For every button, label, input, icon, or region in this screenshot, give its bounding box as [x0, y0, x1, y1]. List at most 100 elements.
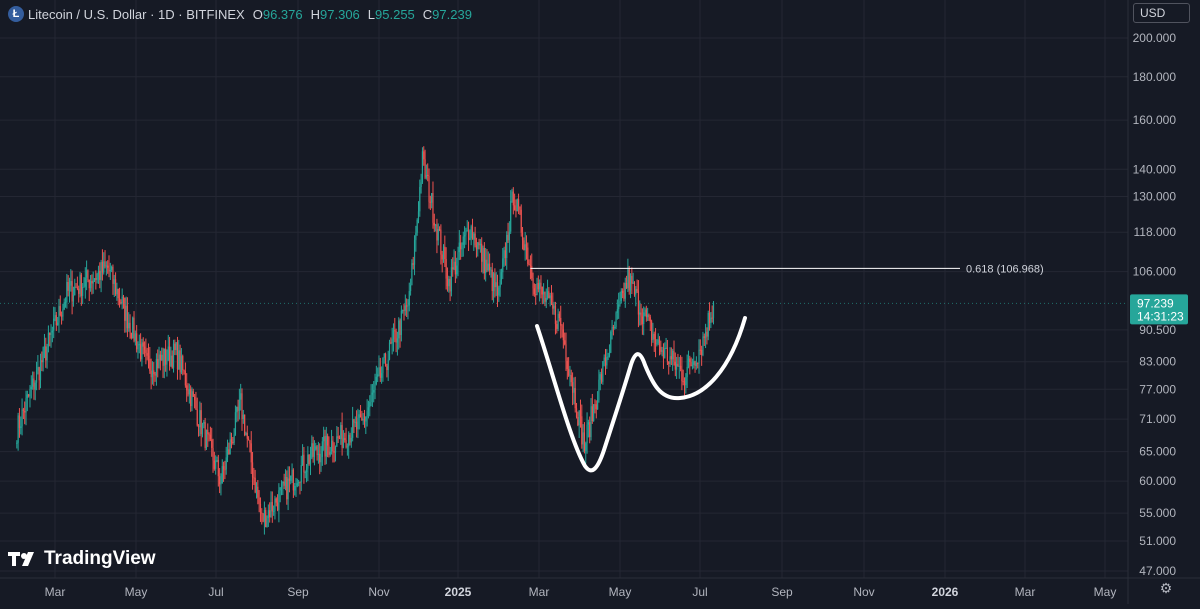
- candle-body: [146, 353, 148, 356]
- candle-body: [628, 269, 630, 291]
- candle-body: [38, 367, 40, 381]
- price-countdown: 14:31:23: [1137, 309, 1184, 323]
- candle-body: [18, 415, 21, 428]
- gear-icon[interactable]: ⚙: [1159, 580, 1173, 596]
- candle-body: [664, 347, 666, 359]
- time-axis-label: May: [125, 585, 148, 599]
- candle-body: [298, 482, 300, 484]
- candle-body: [381, 373, 383, 378]
- candle-body: [96, 273, 98, 280]
- candle-body: [570, 375, 572, 383]
- candle-body: [319, 453, 321, 463]
- candle-body: [442, 246, 445, 260]
- candle-body: [261, 512, 263, 514]
- current-price-value: 97.239: [1137, 296, 1174, 310]
- candle-body: [345, 439, 347, 448]
- candle-body: [627, 269, 629, 289]
- candle-body: [309, 457, 312, 465]
- candle-body: [145, 349, 147, 354]
- candle-body: [350, 437, 352, 443]
- candle-body: [43, 346, 46, 348]
- candle-body: [536, 283, 538, 295]
- candle-body: [649, 317, 651, 322]
- candle-body: [113, 279, 115, 284]
- currency-selector[interactable]: USD: [1133, 3, 1190, 23]
- candle-body: [694, 361, 696, 367]
- candle-body: [703, 336, 705, 338]
- candle-body: [625, 282, 628, 289]
- candle-body: [487, 263, 489, 271]
- candle-body: [498, 287, 500, 296]
- candle-body: [78, 288, 80, 294]
- candle-body: [636, 289, 638, 292]
- candle-body: [183, 370, 185, 372]
- current-price-badge: [1130, 294, 1188, 325]
- candle-body: [506, 234, 508, 259]
- candle-body: [230, 439, 233, 442]
- candle-body: [93, 278, 96, 281]
- candle-body: [553, 305, 555, 309]
- candle-body: [46, 346, 48, 361]
- candle-body: [560, 317, 562, 326]
- candle-body: [611, 327, 613, 332]
- candle-body: [92, 280, 94, 284]
- candle-body: [529, 264, 532, 267]
- candle-body: [132, 317, 134, 339]
- candle-body: [407, 305, 409, 307]
- candle-body: [402, 310, 404, 312]
- candle-body: [585, 443, 587, 451]
- candle-body: [171, 355, 173, 368]
- candle-body: [408, 291, 410, 306]
- candle-body: [140, 344, 142, 360]
- candle-body: [267, 510, 269, 519]
- candle-body: [329, 451, 331, 455]
- candle-body: [91, 281, 93, 284]
- candle-body: [66, 282, 68, 303]
- price-axis-label: 60.000: [1139, 474, 1176, 488]
- candle-body: [328, 445, 330, 455]
- candle-body: [424, 159, 426, 178]
- price-axis-label: 200.000: [1133, 31, 1177, 45]
- candle-body: [391, 339, 393, 344]
- candle-body: [35, 370, 38, 383]
- candle-body: [21, 409, 23, 427]
- candle-body: [136, 333, 138, 350]
- candle-body: [305, 468, 308, 473]
- candle-body: [354, 421, 356, 423]
- candle-body: [574, 388, 576, 409]
- candle-body: [311, 443, 313, 458]
- candle-body: [712, 303, 715, 318]
- price-axis-label: 130.000: [1133, 190, 1177, 204]
- candle-body: [520, 209, 522, 233]
- time-axis-label: Jul: [692, 585, 707, 599]
- candle-body: [97, 270, 100, 274]
- candle-body: [377, 374, 379, 377]
- candle-body: [654, 339, 657, 345]
- candle-body: [475, 245, 478, 250]
- candle-body: [479, 243, 481, 246]
- candle-body: [612, 327, 615, 329]
- candle-body: [631, 275, 633, 284]
- candle-body: [118, 298, 121, 302]
- tradingview-logo-text: TradingView: [44, 548, 156, 569]
- candle-body: [603, 357, 605, 362]
- candle-body: [141, 342, 143, 360]
- candle-body: [433, 222, 435, 226]
- candle-body: [403, 310, 405, 312]
- candle-body: [228, 449, 230, 455]
- candle-body: [82, 286, 84, 296]
- candle-body: [108, 267, 110, 272]
- candle-body: [550, 295, 553, 304]
- candle-body: [541, 286, 543, 295]
- candle-body: [504, 250, 507, 259]
- candle-body: [42, 347, 44, 363]
- price-axis-label: 71.000: [1139, 412, 1176, 426]
- candle-body: [225, 457, 227, 470]
- candle-body: [22, 409, 24, 411]
- candle-body: [579, 410, 582, 417]
- tradingview-logo[interactable]: TradingView: [8, 548, 156, 570]
- price-axis-label: 140.000: [1133, 162, 1177, 176]
- candle-body: [55, 315, 57, 326]
